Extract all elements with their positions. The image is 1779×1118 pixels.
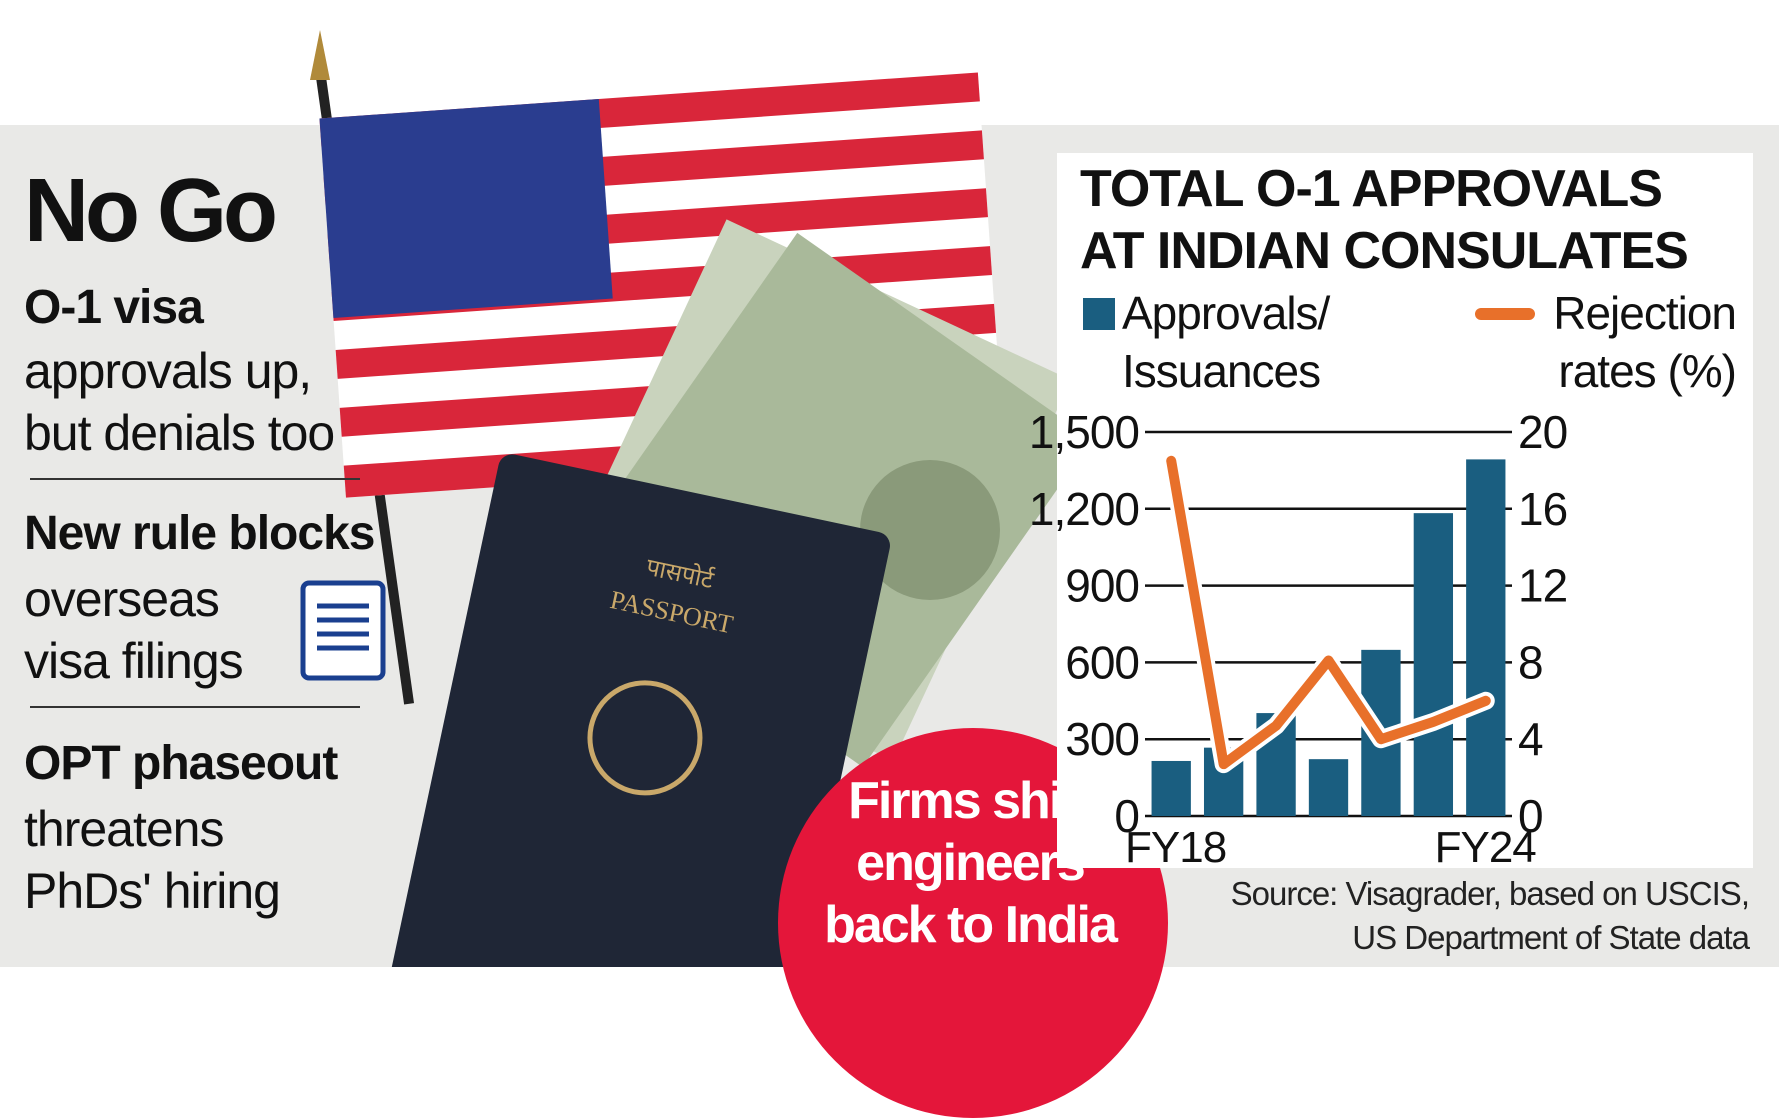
source-line-2: US Department of State data	[1231, 916, 1749, 960]
left-tick-label: 1,200	[1029, 483, 1139, 535]
right-tick-label: 16	[1518, 483, 1567, 535]
bar-fy24	[1466, 459, 1505, 816]
x-tick-label: FY18	[1125, 823, 1226, 872]
bar-fy23	[1414, 513, 1453, 816]
left-tick-label: 1,500	[1029, 406, 1139, 458]
right-tick-label: 12	[1518, 560, 1567, 612]
right-tick-label: 4	[1518, 713, 1543, 765]
source-note: Source: Visagrader, based on USCIS,US De…	[1231, 872, 1749, 960]
left-tick-label: 600	[1065, 636, 1139, 688]
right-tick-label: 8	[1518, 636, 1543, 688]
bar-fy21	[1309, 759, 1348, 816]
left-tick-label: 900	[1065, 560, 1139, 612]
bar-fy18	[1152, 761, 1191, 816]
left-tick-label: 300	[1065, 713, 1139, 765]
right-tick-label: 20	[1518, 406, 1567, 458]
source-line-1: Source: Visagrader, based on USCIS,	[1231, 872, 1749, 916]
x-tick-label: FY24	[1435, 823, 1537, 872]
